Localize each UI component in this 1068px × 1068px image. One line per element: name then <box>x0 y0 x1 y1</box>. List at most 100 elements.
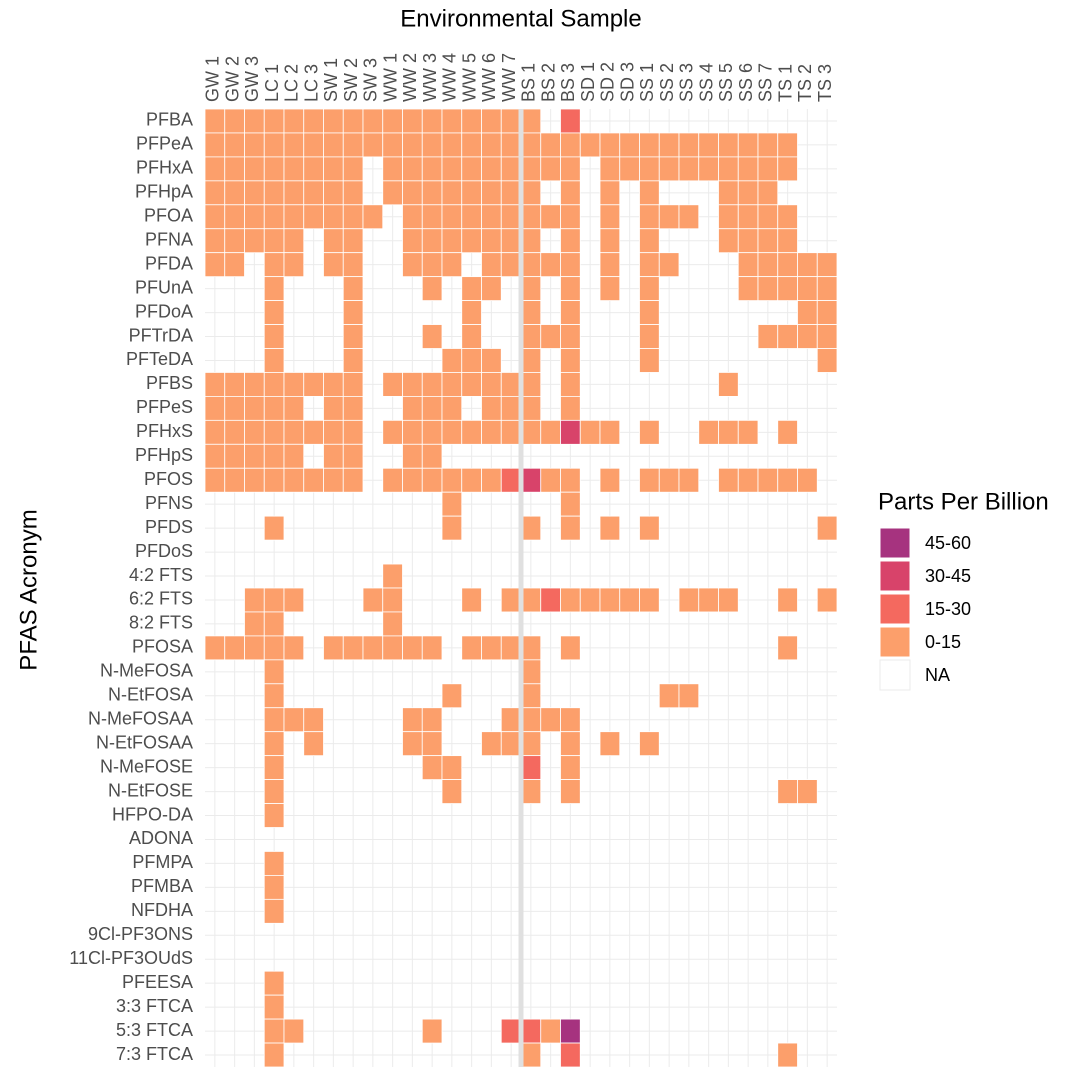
tile <box>599 419 621 445</box>
tile <box>678 132 700 158</box>
tile <box>599 276 621 301</box>
tile <box>481 395 502 421</box>
tile <box>579 132 601 158</box>
tile <box>323 204 344 230</box>
tile <box>263 779 285 804</box>
tile <box>362 132 384 158</box>
tile <box>204 132 226 158</box>
tile <box>441 348 463 373</box>
tile <box>540 204 561 230</box>
x-tick-label: SW 1 <box>321 58 341 102</box>
tile <box>658 252 680 278</box>
tile <box>816 587 838 613</box>
tile <box>263 898 285 924</box>
tile <box>481 204 502 230</box>
tile <box>540 467 561 493</box>
x-tick-label: WW 4 <box>440 53 460 102</box>
tile <box>777 419 798 445</box>
tile <box>421 228 443 254</box>
tile <box>204 635 226 661</box>
tile <box>204 395 226 421</box>
tile <box>560 395 581 421</box>
tile <box>402 707 423 733</box>
tile <box>481 372 502 397</box>
tile <box>342 300 364 325</box>
y-tick-label: PFMPA <box>132 852 193 872</box>
tile <box>718 419 739 445</box>
tile <box>639 467 660 493</box>
y-tick-label: PFOS <box>144 469 193 489</box>
tile <box>441 419 463 445</box>
tile <box>303 132 324 158</box>
tile <box>599 252 621 278</box>
tile <box>204 419 226 445</box>
tile <box>500 156 522 182</box>
tile <box>263 515 285 541</box>
x-tick-label: WW 1 <box>380 53 400 102</box>
tile <box>323 419 344 445</box>
tile <box>303 419 324 445</box>
y-tick-label: PFHpA <box>135 182 193 202</box>
tile <box>244 228 265 254</box>
tile <box>560 156 581 182</box>
tile <box>737 228 759 254</box>
y-tick-label: PFHpS <box>135 445 193 465</box>
tile <box>382 156 403 182</box>
tile <box>421 707 443 733</box>
tile <box>797 300 818 325</box>
tile <box>342 252 364 278</box>
tile <box>382 587 403 613</box>
y-tick-label: PFDoS <box>135 541 193 561</box>
y-tick-label: 9Cl-PF3ONS <box>88 924 193 944</box>
tile <box>263 755 285 781</box>
tile <box>737 467 759 493</box>
tile <box>263 994 285 1020</box>
y-tick-label: N-MeFOSA <box>100 661 193 681</box>
y-tick-label: PFUnA <box>135 277 193 297</box>
tile <box>560 324 581 349</box>
y-tick-label: PFBS <box>146 373 193 393</box>
tile <box>342 419 364 445</box>
tile <box>461 324 482 349</box>
tile <box>204 156 226 182</box>
tile <box>816 300 838 325</box>
legend-swatch <box>879 593 911 625</box>
tile <box>461 180 482 206</box>
tile <box>263 252 285 278</box>
tile <box>757 252 779 278</box>
tile <box>244 395 265 421</box>
x-axis-title: Environmental Sample <box>400 5 641 32</box>
tile <box>461 156 482 182</box>
y-tick-label: PFDA <box>145 253 193 273</box>
tile <box>342 228 364 254</box>
tile <box>342 395 364 421</box>
y-tick-label: 6:2 FTS <box>129 589 193 609</box>
tile <box>441 515 463 541</box>
tile <box>737 252 759 278</box>
tile <box>698 156 719 182</box>
tile <box>737 132 759 158</box>
legend-label: 15-30 <box>925 599 971 619</box>
tile <box>520 204 542 230</box>
tile <box>639 587 660 613</box>
tile <box>342 443 364 469</box>
tile <box>658 132 680 158</box>
tile <box>757 132 779 158</box>
tile <box>421 755 443 781</box>
tile <box>560 635 581 661</box>
tile <box>639 132 660 158</box>
tile <box>461 635 482 661</box>
tile <box>263 635 285 661</box>
tile <box>421 276 443 301</box>
tile <box>263 276 285 301</box>
tile <box>560 204 581 230</box>
tile <box>421 372 443 397</box>
tile <box>678 204 700 230</box>
tile <box>402 228 423 254</box>
tile <box>263 372 285 397</box>
tile <box>224 372 245 397</box>
tile <box>481 156 502 182</box>
tile <box>461 372 482 397</box>
